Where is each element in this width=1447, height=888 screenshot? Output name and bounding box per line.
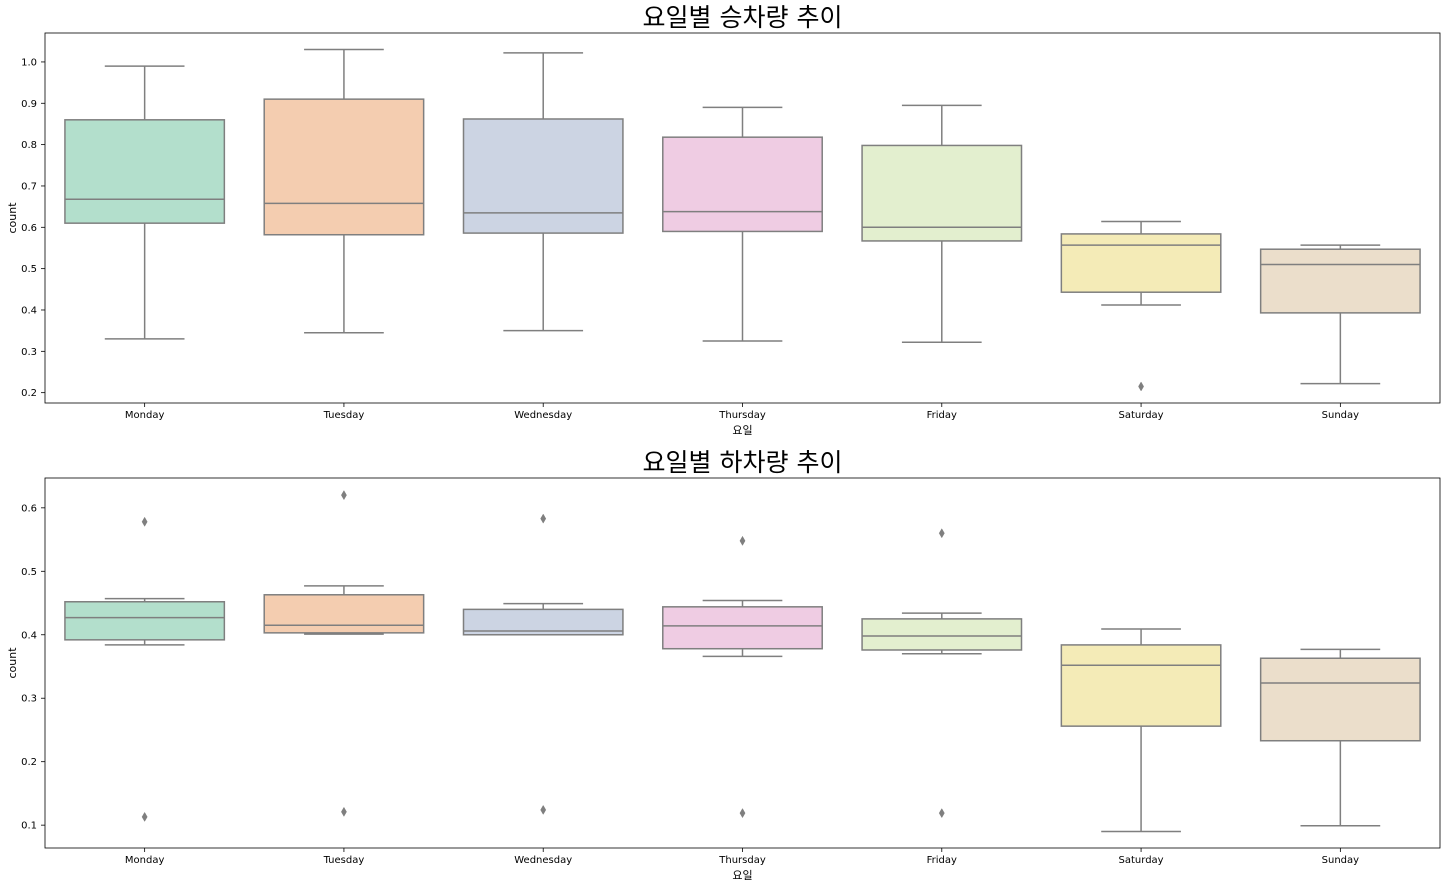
chart2-box-saturday [1060, 644, 1222, 727]
chart1-ytick-label: 0.8 [21, 140, 37, 151]
chart2-ytick-label: 0.3 [21, 694, 37, 705]
chart1-xtick-label: Wednesday [514, 410, 572, 421]
chart1-y-axis-label: count [6, 202, 19, 234]
chart1-box-thursday [662, 136, 823, 233]
chart1-box-saturday [1060, 233, 1222, 293]
chart2-x-axis-label: 요일 [732, 868, 752, 882]
chart2-ytick-label: 0.5 [21, 567, 37, 578]
chart2-flier-point [341, 490, 347, 501]
chart1-box-sunday [1259, 248, 1421, 314]
chart2-ytick-label: 0.2 [21, 757, 37, 768]
chart1-flier-point [1138, 381, 1144, 392]
chart2-flier-point [739, 808, 746, 819]
chart1-xtick-label: Friday [927, 410, 957, 421]
chart2-flier-point [141, 516, 148, 527]
chart2-flier-point [141, 811, 148, 822]
chart1-box-monday [64, 119, 226, 224]
chart2-xtick-label: Saturday [1119, 855, 1164, 866]
chart2-xtick-label: Friday [927, 855, 957, 866]
chart2-ytick-label: 0.1 [21, 821, 37, 832]
chart2-xtick-label: Wednesday [514, 855, 572, 866]
chart1-box-friday [861, 144, 1023, 242]
chart2-xtick-label: Tuesday [323, 855, 365, 866]
chart2-xtick-label: Thursday [718, 855, 766, 866]
chart1-ytick-label: 0.7 [21, 181, 37, 192]
chart1-xtick-label: Monday [125, 410, 165, 421]
chart1-xtick-label: Thursday [718, 410, 766, 421]
chart2-axes-frame [44, 477, 1441, 849]
chart2-title: 요일별 하차량 추이 [643, 448, 843, 477]
chart1-ytick-label: 0.2 [21, 388, 37, 399]
chart1-ytick-label: 0.3 [21, 347, 37, 358]
chart1-xtick-label: Sunday [1322, 410, 1359, 421]
chart2-xtick-label: Monday [125, 855, 165, 866]
chart2-flier-point [341, 806, 347, 817]
chart1-ytick-label: 0.4 [21, 305, 37, 316]
chart2-box-friday [861, 618, 1023, 651]
chart2-flier-point [938, 528, 945, 539]
chart1-x-axis-label: 요일 [732, 423, 752, 437]
chart2-xtick-label: Sunday [1322, 855, 1359, 866]
chart2-flier-point [540, 804, 547, 815]
chart2-ytick-label: 0.6 [21, 503, 37, 514]
chart2-box-tuesday [263, 594, 425, 634]
chart2-y-axis-label: count [6, 647, 19, 679]
chart1-ytick-label: 0.6 [21, 223, 37, 234]
chart2-flier-point [938, 808, 945, 819]
chart1-box-tuesday [263, 98, 425, 236]
chart1-axes-frame [44, 32, 1441, 404]
chart1-box-wednesday [462, 118, 624, 234]
chart1-ytick-label: 0.5 [21, 264, 37, 275]
chart1-ytick-label: 0.9 [21, 99, 37, 110]
chart1-xtick-label: Saturday [1119, 410, 1164, 421]
chart1-title: 요일별 승차량 추이 [643, 3, 843, 32]
chart1-ytick-label: 1.0 [21, 57, 37, 68]
chart1-xtick-label: Tuesday [323, 410, 365, 421]
chart2-box-thursday [662, 606, 823, 650]
chart2-box-monday [64, 601, 226, 641]
chart2-flier-point [739, 535, 746, 546]
chart2-flier-point [540, 513, 547, 524]
chart2-box-sunday [1259, 657, 1421, 742]
chart2-ytick-label: 0.4 [21, 630, 37, 641]
